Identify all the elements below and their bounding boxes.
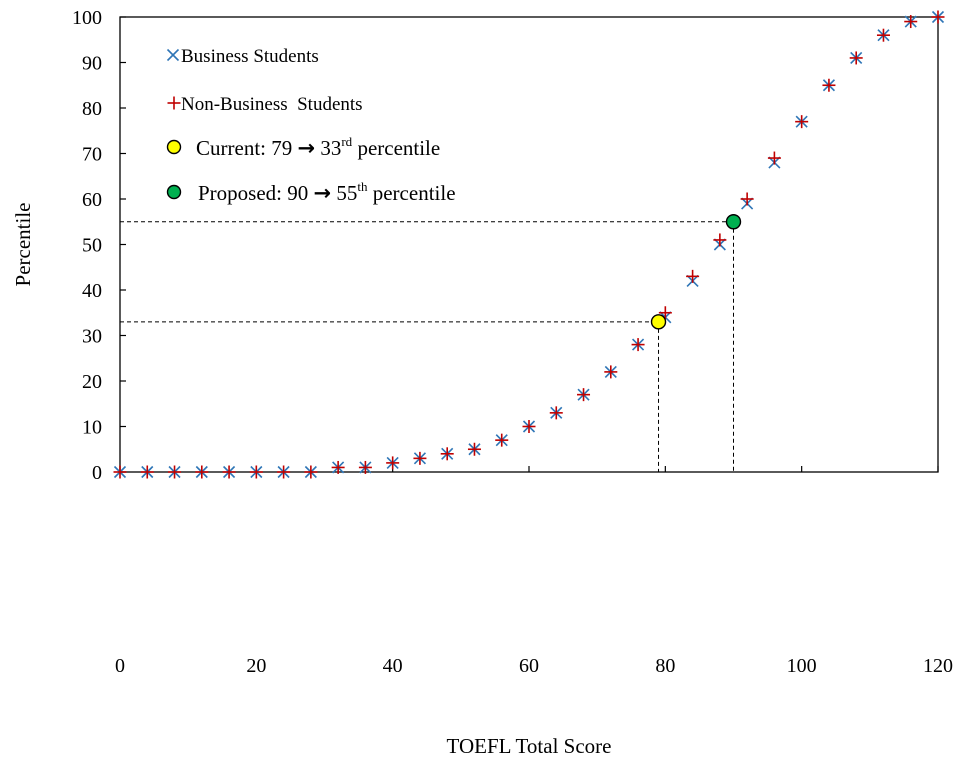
point-non-business <box>904 15 918 29</box>
point-non-business <box>849 51 863 65</box>
highlight-point-1 <box>650 314 667 330</box>
point-non-business <box>658 306 672 320</box>
legend-marker-business <box>166 48 180 62</box>
legend-marker-highlight-2 <box>166 184 182 200</box>
point-non-business <box>140 465 154 479</box>
y-tick-label: 100 <box>72 7 102 29</box>
point-non-business <box>195 465 209 479</box>
legend-label: Business Students <box>181 46 319 67</box>
y-tick-label: 70 <box>82 144 102 166</box>
series-1 <box>113 10 945 479</box>
x-tick-label: 0 <box>115 655 125 677</box>
point-non-business <box>713 233 727 247</box>
point-non-business <box>168 465 182 479</box>
x-tick-label: 80 <box>655 655 675 677</box>
point-non-business <box>249 465 263 479</box>
y-tick-label: 40 <box>82 280 102 302</box>
point-non-business <box>577 388 591 402</box>
x-axis-label: TOEFL Total Score <box>447 734 612 758</box>
point-non-business <box>767 151 781 165</box>
point-non-business <box>386 456 400 470</box>
legend: Business Students Non-Business Students Cu… <box>166 46 456 205</box>
y-axis-label: Percentile <box>11 203 35 287</box>
point-non-business <box>522 420 536 433</box>
point-non-business <box>795 115 809 129</box>
point-non-business <box>549 406 563 420</box>
point-non-business <box>931 10 945 24</box>
y-tick-label: 10 <box>82 417 102 439</box>
series-2 <box>113 10 945 479</box>
legend-label-highlight: Current: 79 → 33rd percentile <box>196 134 440 160</box>
point-non-business <box>331 460 345 474</box>
axis-ticks: 0 10 20 30 40 50 60 70 80 90 100 0 20 40 60 80 100 120 <box>72 7 953 677</box>
point-non-business <box>822 78 836 92</box>
point-non-business <box>440 447 454 461</box>
y-tick-label: 50 <box>82 235 102 257</box>
x-tick-label: 40 <box>383 655 403 677</box>
highlight-point-2 <box>725 214 742 230</box>
reference-lines <box>120 221 734 472</box>
point-non-business <box>222 465 236 479</box>
x-tick-label: 120 <box>923 655 953 677</box>
point-non-business <box>604 365 618 379</box>
highlight-layer <box>650 214 742 330</box>
point-non-business <box>467 442 481 456</box>
point-non-business <box>304 465 318 479</box>
legend-label: Non-Business Students <box>181 94 363 115</box>
point-non-business <box>495 433 509 447</box>
legend-label-highlight: Proposed: 90 → 55th percentile <box>198 179 456 205</box>
point-non-business <box>413 451 427 465</box>
point-non-business <box>631 338 645 352</box>
point-non-business <box>358 460 372 474</box>
point-non-business <box>876 28 890 42</box>
series-layer <box>113 10 945 479</box>
x-tick-label: 100 <box>787 655 817 677</box>
legend-marker-highlight-1 <box>166 139 182 155</box>
y-tick-label: 0 <box>92 462 102 484</box>
y-tick-label: 20 <box>82 371 102 393</box>
y-tick-label: 60 <box>82 189 102 211</box>
legend-marker-non-business <box>167 96 181 110</box>
y-tick-label: 80 <box>82 98 102 120</box>
plot-area <box>119 16 939 473</box>
y-tick-label: 30 <box>82 326 102 348</box>
x-tick-label: 60 <box>519 655 539 677</box>
x-tick-label: 20 <box>246 655 266 677</box>
point-non-business <box>113 465 127 479</box>
point-non-business <box>277 465 291 479</box>
point-non-business <box>740 192 754 206</box>
point-non-business <box>686 269 700 283</box>
y-tick-label: 90 <box>82 53 102 75</box>
